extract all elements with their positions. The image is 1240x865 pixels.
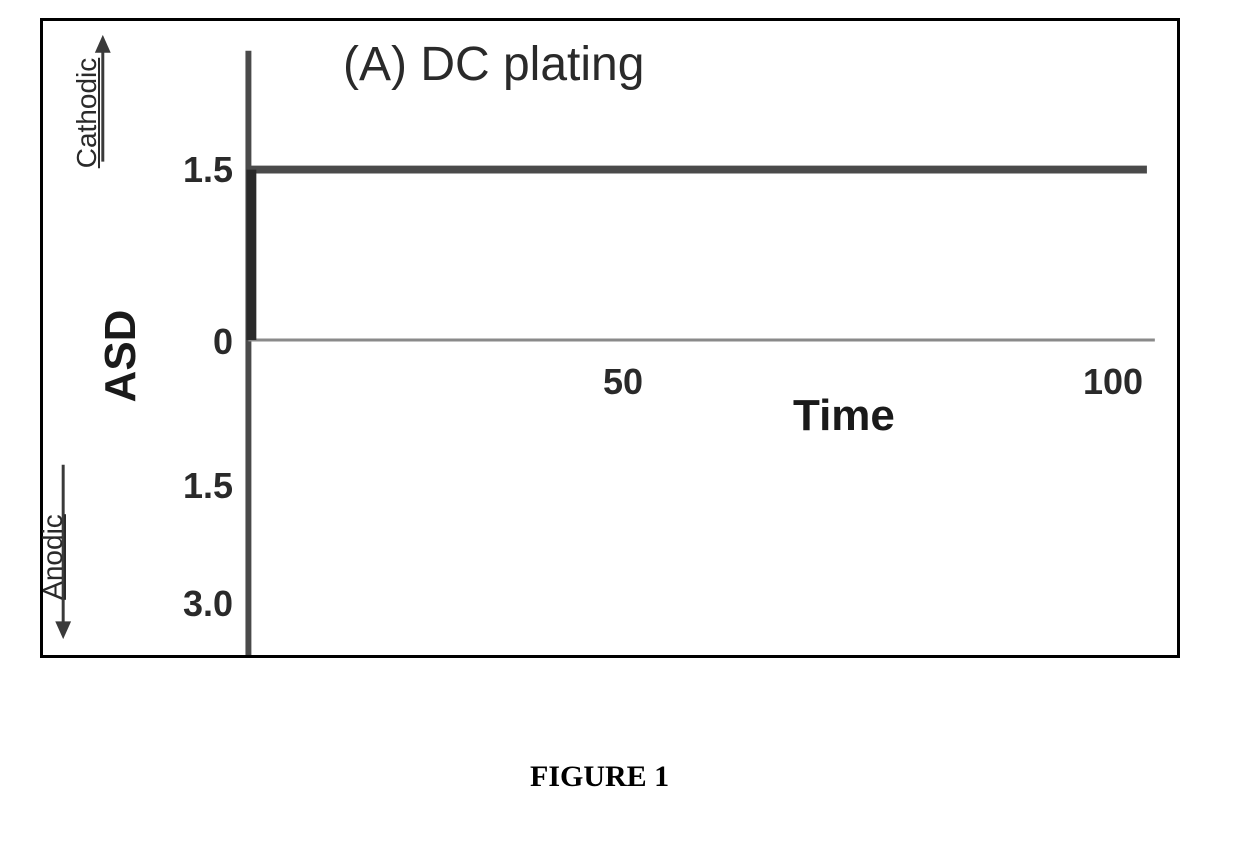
ytick-n3p0: 3.0 [153, 583, 233, 625]
y-axis-label: ASD [96, 296, 146, 416]
ytick-1p5: 1.5 [153, 149, 233, 191]
figure-caption: FIGURE 1 [530, 760, 669, 794]
x-axis-label: Time [793, 391, 895, 441]
xtick-50: 50 [603, 361, 643, 403]
chart-title: (A) DC plating [343, 37, 644, 92]
anodic-arrow-head [55, 621, 71, 639]
xtick-100: 100 [1083, 361, 1143, 403]
cathodic-label: Cathodic [71, 53, 103, 173]
ytick-n1p5: 1.5 [153, 465, 233, 507]
series-dc-plating [251, 170, 1147, 340]
cathodic-arrow-head [95, 35, 111, 53]
anodic-label: Anodic [37, 507, 69, 607]
figure-frame: (A) DC plating 1.5 0 1.5 3.0 50 100 Time… [40, 18, 1180, 658]
ytick-0: 0 [153, 321, 233, 363]
